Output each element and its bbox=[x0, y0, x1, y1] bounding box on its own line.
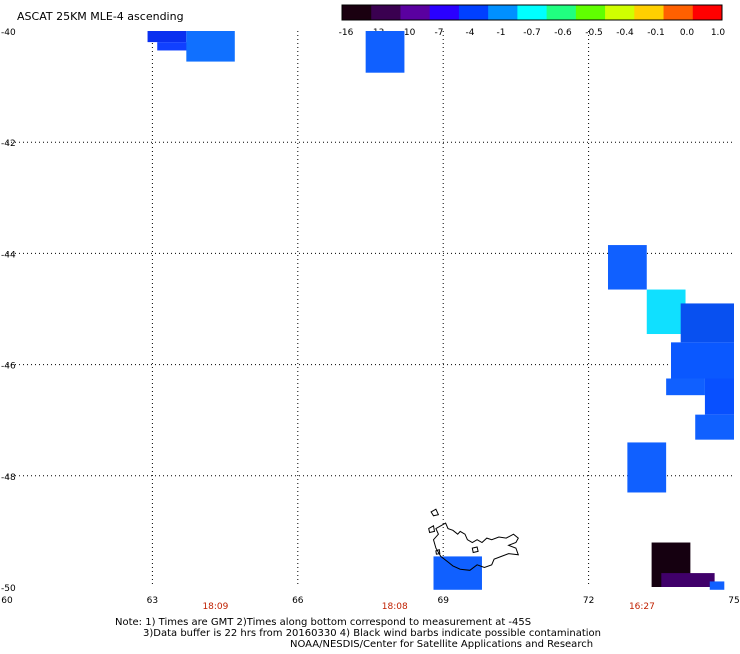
colorbar-label: -1 bbox=[497, 28, 506, 38]
wind-cell bbox=[666, 378, 705, 396]
longitude-label: 66 bbox=[292, 596, 304, 606]
latitude-label: -40 bbox=[1, 28, 16, 38]
colorbar-legend: -16-13-10-7-4-1-0.7-0.6-0.5-0.4-0.10.01.… bbox=[339, 4, 726, 38]
colorbar-swatch bbox=[663, 5, 694, 20]
colorbar-label: -0.1 bbox=[647, 28, 665, 38]
colorbar-swatch bbox=[371, 5, 401, 20]
longitude-label: 69 bbox=[437, 596, 449, 606]
colorbar-label: -16 bbox=[339, 28, 354, 38]
colorbar-swatch bbox=[517, 5, 548, 20]
colorbar-swatch bbox=[429, 5, 460, 20]
main-island-outline bbox=[432, 522, 520, 571]
map-title: ASCAT 25KM MLE-4 ascending bbox=[17, 10, 184, 23]
islet-outline bbox=[471, 546, 479, 554]
kerguelen-coastline bbox=[428, 508, 520, 571]
colorbar-label: 1.0 bbox=[711, 28, 726, 38]
wind-cell bbox=[670, 342, 734, 379]
wind-vector-cells bbox=[147, 31, 734, 590]
wind-cell bbox=[365, 31, 405, 73]
wind-cell bbox=[157, 42, 192, 51]
longitude-label: 75 bbox=[728, 596, 739, 606]
latitude-label: -42 bbox=[1, 139, 16, 149]
latitude-label: -50 bbox=[1, 584, 16, 594]
pass-time-label: 16:27 bbox=[629, 602, 655, 612]
credit-line: NOAA/NESDIS/Center for Satellite Applica… bbox=[290, 639, 593, 650]
wind-cell bbox=[627, 442, 667, 493]
colorbar-label: -0.7 bbox=[523, 28, 541, 38]
latitude-label: -44 bbox=[1, 250, 16, 260]
note-line-1: Note: 1) Times are GMT 2)Times along bot… bbox=[115, 617, 531, 628]
colorbar-swatch bbox=[546, 5, 577, 20]
colorbar-swatch bbox=[458, 5, 489, 20]
wind-cell bbox=[607, 245, 647, 290]
longitude-label: 60 bbox=[1, 596, 13, 606]
wind-cell bbox=[147, 31, 187, 43]
latitude-label: -48 bbox=[1, 473, 16, 483]
wind-cell bbox=[433, 556, 482, 590]
colorbar-swatch bbox=[605, 5, 635, 20]
latitude-labels: -40 -42 -44 -46 -48 -50 bbox=[1, 28, 16, 594]
wind-cell bbox=[646, 289, 686, 335]
wind-cell bbox=[704, 378, 734, 415]
wind-cell bbox=[661, 573, 715, 587]
longitude-label: 72 bbox=[583, 596, 594, 606]
colorbar-frame bbox=[341, 4, 723, 21]
colorbar-swatch bbox=[634, 5, 665, 20]
latitude-label: -46 bbox=[1, 362, 16, 372]
colorbar-label: -0.4 bbox=[616, 28, 634, 38]
lat-lon-grid bbox=[7, 31, 734, 587]
islet-outline bbox=[435, 549, 441, 555]
colorbar-swatch bbox=[692, 5, 723, 20]
note-line-2: 3)Data buffer is 22 hrs from 20160330 4)… bbox=[143, 628, 601, 639]
pass-time-label: 18:09 bbox=[202, 602, 228, 612]
colorbar-swatch bbox=[342, 5, 372, 20]
wind-cell bbox=[709, 581, 725, 590]
colorbar-swatch bbox=[400, 5, 431, 20]
wind-cell bbox=[186, 31, 235, 62]
colorbar-swatch bbox=[575, 5, 606, 20]
colorbar-label: -0.6 bbox=[554, 28, 572, 38]
colorbar-label: 0.0 bbox=[680, 28, 695, 38]
longitude-label: 63 bbox=[147, 596, 158, 606]
colorbar-label: -0.5 bbox=[585, 28, 603, 38]
wind-cell bbox=[680, 303, 734, 343]
islet-outline bbox=[430, 508, 440, 517]
pass-time-labels: 18:09 18:08 16:27 bbox=[202, 602, 654, 612]
longitude-labels: 60 63 66 69 72 75 bbox=[1, 596, 739, 606]
colorbar-label: -4 bbox=[466, 28, 475, 38]
wind-cell bbox=[695, 414, 734, 440]
islet-outline bbox=[428, 525, 436, 534]
colorbar-label: -10 bbox=[401, 28, 416, 38]
pass-time-label: 18:08 bbox=[382, 602, 408, 612]
colorbar-swatch bbox=[488, 5, 518, 20]
colorbar-label: -7 bbox=[435, 28, 444, 38]
